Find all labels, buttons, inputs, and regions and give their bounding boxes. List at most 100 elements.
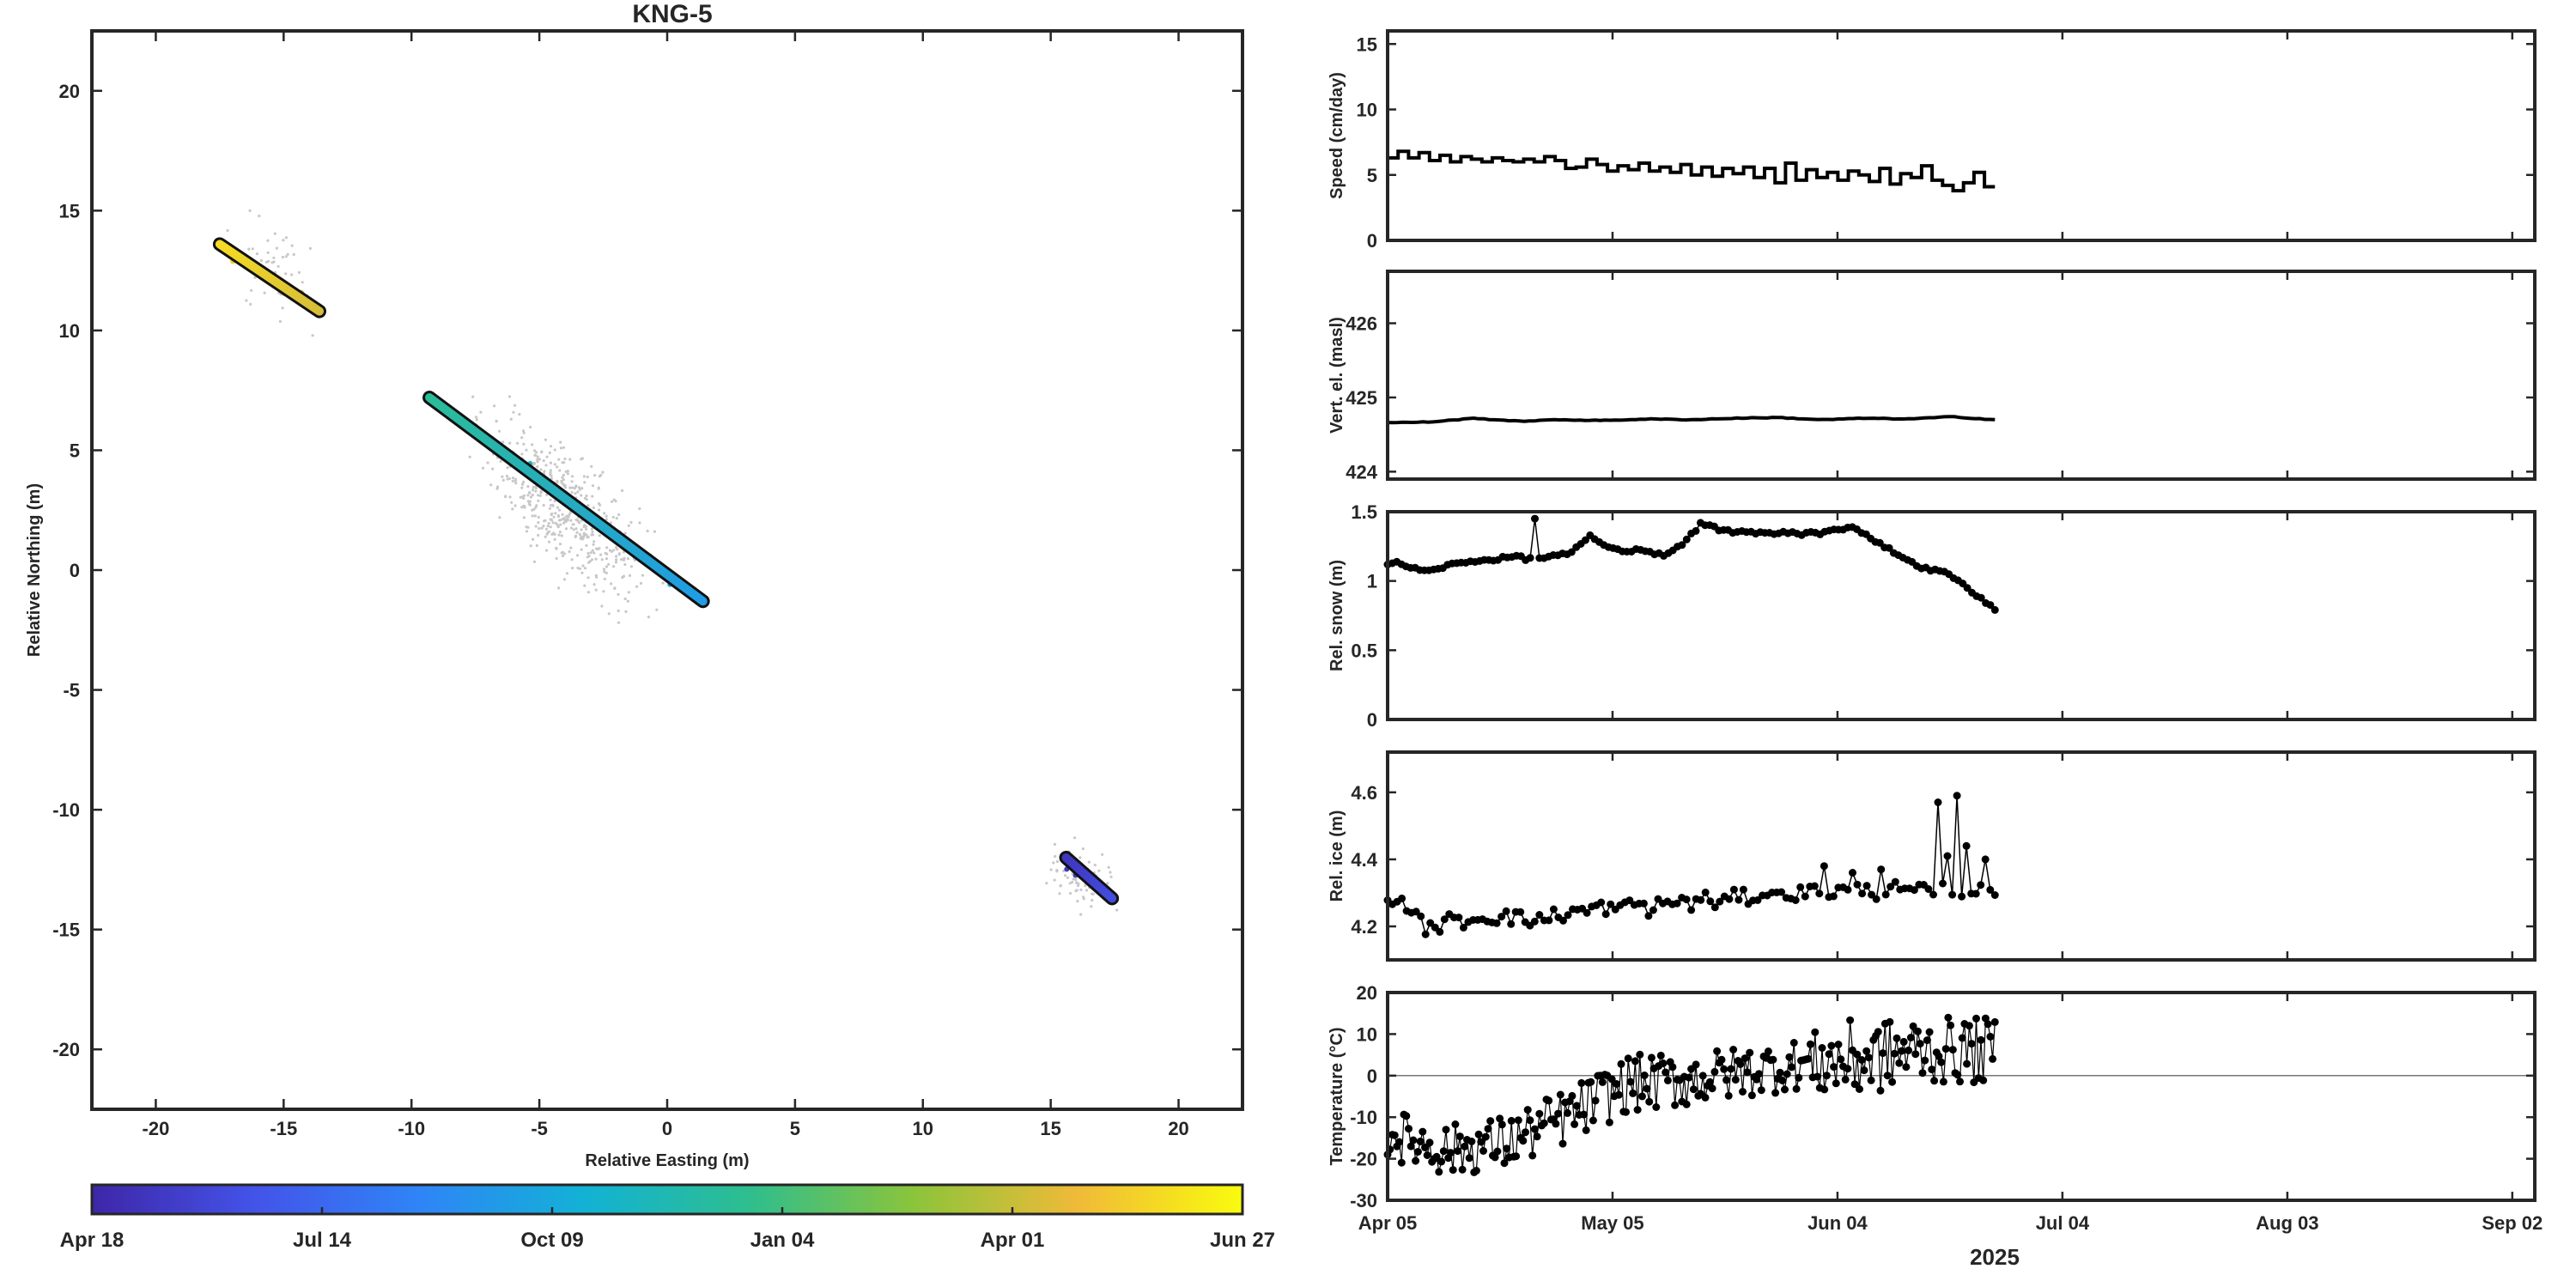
temperature-point [1856, 1085, 1863, 1093]
map-grey-point [503, 495, 507, 499]
map-grey-point [1079, 888, 1083, 891]
temperature-point [1390, 1131, 1399, 1139]
map-grey-point [562, 521, 566, 525]
map-grey-point [537, 515, 540, 519]
ice-point [1815, 889, 1824, 898]
map-grey-point [250, 288, 253, 292]
ice-point [1958, 892, 1966, 901]
temperature-point [1522, 1128, 1529, 1137]
map-grey-point [1101, 853, 1104, 856]
map-grey-point [591, 558, 594, 562]
x-tick-label: Apr 05 [1358, 1212, 1417, 1234]
temperature-point [1879, 1049, 1887, 1058]
temperature-point [1671, 1101, 1680, 1109]
temperature-point [1652, 1103, 1661, 1111]
map-grey-point [498, 429, 501, 433]
map-grey-point [1075, 881, 1078, 884]
map-grey-point [281, 255, 284, 259]
temperature-point [1613, 1080, 1621, 1088]
map-grey-point [627, 591, 631, 594]
map-grey-point [529, 495, 533, 499]
map-x-tick-label: -15 [270, 1118, 297, 1139]
temperature-point [1587, 1078, 1595, 1086]
map-grey-point [255, 252, 259, 256]
snow-point [1692, 526, 1700, 535]
map-grey-point [534, 489, 538, 493]
map-grey-point [550, 474, 553, 477]
temperature-point [1710, 1067, 1719, 1076]
temperature-point [1631, 1057, 1639, 1065]
temperature-point [1484, 1125, 1492, 1133]
map-grey-point [248, 209, 252, 212]
ice-point [1583, 908, 1591, 917]
ice-point [1644, 912, 1653, 920]
map-grey-point [1062, 869, 1066, 873]
map-grey-point [638, 507, 641, 511]
map-grey-point [580, 487, 584, 490]
ice-point [1910, 886, 1918, 895]
temperature-point [1899, 1037, 1908, 1046]
temperature-point [1937, 1058, 1946, 1066]
map-x-tick-label: 10 [913, 1118, 933, 1139]
map-grey-point [569, 526, 574, 530]
map-grey-point [561, 461, 564, 464]
map-grey-point [534, 525, 538, 528]
temperature-point [1778, 1076, 1787, 1084]
map-grey-point [549, 461, 553, 464]
map-grey-point [537, 494, 540, 497]
map-grey-point [587, 554, 591, 558]
ice-point [1990, 891, 1999, 899]
map-grey-point [471, 395, 475, 398]
map-grey-point [508, 495, 512, 499]
map-grey-point [620, 558, 623, 562]
temperature-point [1645, 1097, 1654, 1106]
temperature-point [1893, 1034, 1901, 1042]
map-grey-point [600, 604, 604, 608]
map-grey-point [1115, 908, 1119, 912]
ice-point [1971, 889, 1980, 898]
ice-point [1716, 897, 1724, 906]
vert-el-series [1387, 415, 1996, 425]
map-grey-point [624, 610, 628, 614]
map-grey-point [605, 518, 608, 521]
map-grey-point [527, 502, 532, 506]
map-grey-point [522, 442, 526, 446]
map-grey-point [591, 530, 594, 534]
map-grey-point [507, 395, 512, 398]
ice-point [1549, 905, 1558, 914]
map-y-tick-label: 10 [59, 320, 80, 342]
map-grey-point [603, 512, 606, 515]
temperature-point [1781, 1085, 1789, 1094]
ice-point [1507, 920, 1516, 928]
map-grey-point [591, 495, 594, 498]
map-grey-point [531, 514, 534, 518]
temperature-point [1589, 1116, 1597, 1125]
map-grey-point [559, 446, 563, 450]
map-grey-point [570, 558, 574, 562]
map-grey-point [626, 599, 630, 603]
temperature-point [1806, 1040, 1814, 1048]
temperature-point [1795, 1073, 1803, 1082]
ice-point [1649, 906, 1657, 914]
ice-point [1421, 930, 1430, 938]
map-y-tick-label: 5 [70, 440, 80, 461]
map-grey-point [522, 429, 526, 433]
map-grey-point [493, 404, 496, 408]
map-grey-point [610, 549, 614, 554]
map-grey-point [617, 621, 621, 624]
map-grey-point [308, 246, 312, 250]
map-grey-point [1059, 884, 1062, 888]
temperature-point [1554, 1109, 1563, 1118]
track-line [1061, 853, 1117, 903]
temperature-point [1789, 1039, 1798, 1047]
temperature-point [1685, 1073, 1693, 1082]
map-grey-point [1082, 895, 1085, 899]
map-grey-point [249, 302, 252, 306]
ice-point [1398, 894, 1406, 902]
map-grey-point [586, 535, 590, 538]
map-grey-point [1081, 847, 1084, 851]
temperature-point [1776, 1068, 1784, 1077]
ice-point [1535, 911, 1544, 919]
colorbar: Apr 18 Jul 14 Oct 09 Jan 04 Apr 01 Jun 27 [60, 1183, 1275, 1252]
